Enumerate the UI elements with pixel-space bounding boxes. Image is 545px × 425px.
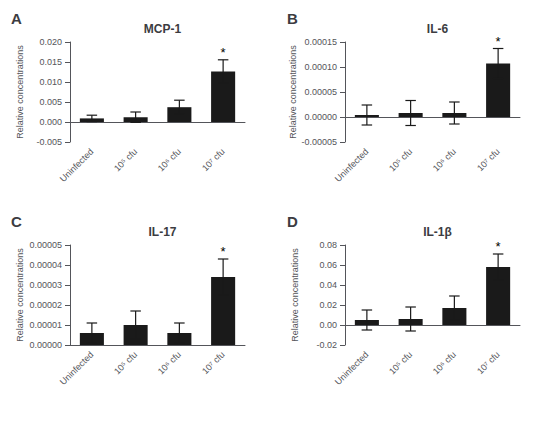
svg-text:10⁶ cfu: 10⁶ cfu: [156, 349, 183, 376]
svg-text:*: *: [221, 45, 226, 60]
svg-text:0.02: 0.02: [319, 300, 337, 310]
svg-text:IL-6: IL-6: [427, 22, 449, 36]
svg-text:Relative concentrations: Relative concentrations: [288, 45, 298, 139]
svg-text:Uninfected: Uninfected: [58, 146, 95, 183]
svg-text:IL-1β: IL-1β: [423, 225, 452, 239]
svg-text:Relative concentrations: Relative concentrations: [15, 248, 25, 342]
svg-text:*: *: [496, 239, 501, 254]
svg-text:10⁷ cfu: 10⁷ cfu: [475, 349, 502, 376]
svg-text:10⁵ cfu: 10⁵ cfu: [387, 349, 414, 376]
svg-text:0.020: 0.020: [39, 37, 62, 47]
svg-text:10⁷ cfu: 10⁷ cfu: [200, 146, 227, 173]
svg-text:10⁵ cfu: 10⁵ cfu: [112, 146, 139, 173]
svg-text:0.00001: 0.00001: [29, 320, 62, 330]
svg-text:10⁶ cfu: 10⁶ cfu: [431, 146, 458, 173]
svg-text:Uninfected: Uninfected: [333, 349, 370, 386]
svg-text:*: *: [221, 244, 226, 259]
svg-text:MCP-1: MCP-1: [144, 22, 182, 36]
svg-text:10⁶ cfu: 10⁶ cfu: [156, 146, 183, 173]
svg-text:-0.005: -0.005: [36, 137, 62, 147]
svg-text:0.06: 0.06: [319, 260, 337, 270]
svg-text:C: C: [11, 213, 22, 230]
svg-text:-0.00005: -0.00005: [301, 137, 337, 147]
svg-text:10⁵ cfu: 10⁵ cfu: [112, 349, 139, 376]
svg-text:Uninfected: Uninfected: [58, 349, 95, 386]
svg-text:A: A: [11, 10, 22, 27]
svg-text:0.00002: 0.00002: [29, 300, 62, 310]
svg-text:B: B: [287, 10, 298, 27]
svg-text:10⁵ cfu: 10⁵ cfu: [387, 146, 414, 173]
svg-text:0.00: 0.00: [319, 320, 337, 330]
svg-text:IL-17: IL-17: [148, 225, 176, 239]
svg-text:0.000: 0.000: [39, 117, 62, 127]
svg-text:0.005: 0.005: [39, 97, 62, 107]
svg-text:10⁷ cfu: 10⁷ cfu: [475, 146, 502, 173]
svg-text:10⁷ cfu: 10⁷ cfu: [200, 349, 227, 376]
svg-text:0.00004: 0.00004: [29, 260, 62, 270]
svg-text:0.00003: 0.00003: [29, 280, 62, 290]
svg-text:*: *: [496, 34, 501, 49]
svg-text:Relative concentrations: Relative concentrations: [15, 45, 25, 139]
svg-text:Relative concentrations: Relative concentrations: [290, 248, 300, 342]
svg-text:0.00010: 0.00010: [304, 62, 337, 72]
svg-text:0.00000: 0.00000: [29, 340, 62, 350]
svg-text:0.04: 0.04: [319, 280, 337, 290]
svg-text:D: D: [287, 213, 298, 230]
svg-text:0.010: 0.010: [39, 77, 62, 87]
svg-text:0.08: 0.08: [319, 240, 337, 250]
svg-text:0.00015: 0.00015: [304, 37, 337, 47]
svg-text:10⁶ cfu: 10⁶ cfu: [431, 349, 458, 376]
svg-text:0.00005: 0.00005: [29, 240, 62, 250]
svg-text:0.00000: 0.00000: [304, 112, 337, 122]
svg-text:-0.02: -0.02: [316, 340, 337, 350]
svg-text:Uninfected: Uninfected: [333, 146, 370, 183]
svg-text:0.00005: 0.00005: [304, 87, 337, 97]
svg-text:0.015: 0.015: [39, 57, 62, 67]
